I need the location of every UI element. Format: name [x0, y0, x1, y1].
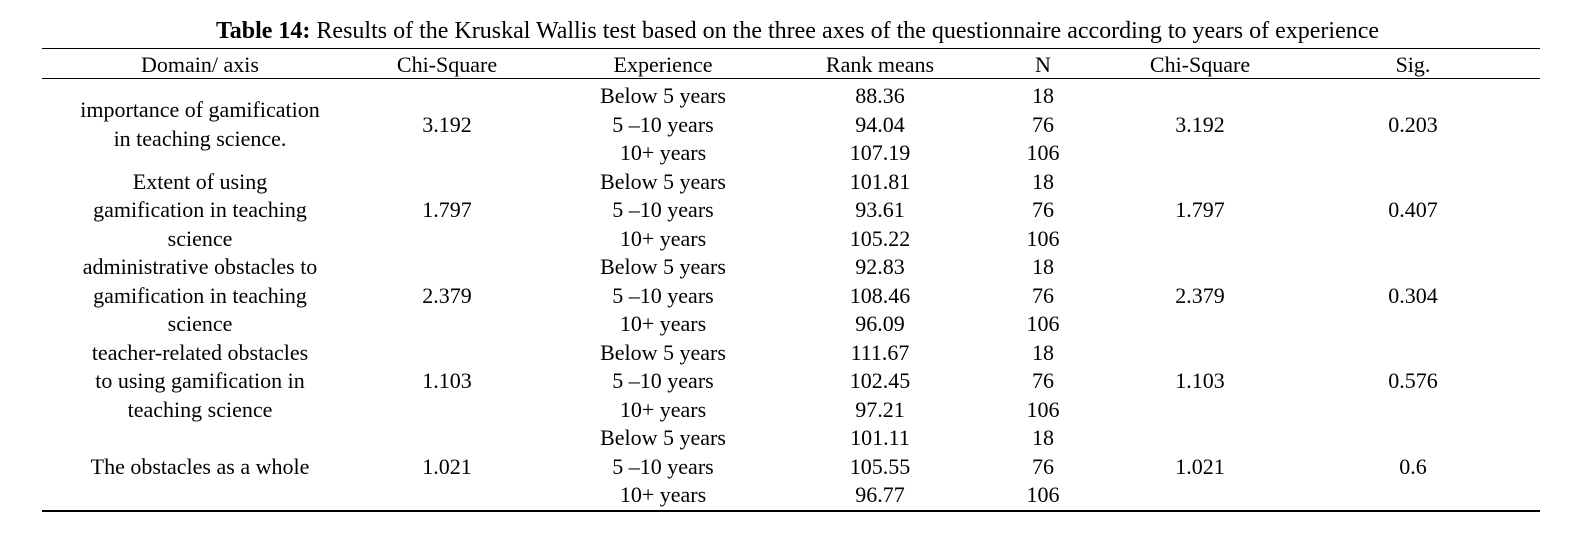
n-count: 106: [1026, 482, 1060, 507]
domain-line: teacher-related obstacles: [91, 339, 309, 365]
rank-mean: 96.77: [855, 482, 905, 507]
domain-line: The obstacles as a whole: [90, 453, 310, 479]
experience: Below 5 years: [600, 254, 726, 279]
experience: 10+ years: [619, 311, 707, 336]
experience: Below 5 years: [600, 83, 726, 108]
experience: Below 5 years: [600, 425, 726, 450]
domain-line: Extent of using: [132, 168, 268, 194]
chi-square: 2.379: [1175, 282, 1225, 308]
chi-square: 1.797: [1175, 197, 1225, 222]
n-count: 76: [1032, 197, 1054, 222]
header-cell: Chi-Square: [396, 52, 498, 77]
header-cell: Sig.: [1395, 52, 1431, 77]
header-cell: Chi-Square: [1149, 52, 1251, 77]
n-count: 76: [1032, 111, 1054, 137]
rank-mean: 94.04: [855, 111, 905, 137]
header-rule: [42, 78, 1540, 79]
n-count: 18: [1032, 425, 1054, 450]
rank-mean: 93.61: [855, 197, 905, 222]
experience: Below 5 years: [600, 339, 726, 365]
title-text: Results of the Kruskal Wallis test based…: [316, 18, 1380, 44]
rank-mean: 105.22: [849, 225, 911, 251]
domain-line: to using gamification in: [95, 368, 305, 393]
experience: 5 –10 years: [612, 453, 714, 479]
domain-line: teaching science: [127, 396, 273, 422]
rank-mean: 101.81: [849, 168, 911, 194]
bottom-rule: [42, 510, 1540, 512]
domain-line: gamification in teaching: [93, 197, 307, 222]
significance: 0.576: [1388, 368, 1438, 393]
rank-mean: 96.09: [855, 311, 905, 336]
domain-line: administrative obstacles to: [82, 254, 318, 279]
header-cell: Domain/ axis: [141, 52, 259, 77]
domain-line: science: [167, 225, 233, 251]
chi-square: 1.021: [1175, 453, 1225, 479]
significance: 0.203: [1388, 111, 1438, 137]
experience: 5 –10 years: [612, 111, 714, 137]
experience: 10+ years: [619, 396, 707, 422]
top-rule: [42, 48, 1540, 49]
experience: 10+ years: [619, 140, 707, 165]
table-title: Table 14: Results of the Kruskal Wallis …: [0, 18, 1595, 45]
rank-mean: 97.21: [855, 396, 905, 422]
n-count: 76: [1032, 282, 1054, 308]
n-count: 18: [1032, 168, 1054, 194]
rank-mean: 88.36: [855, 83, 905, 108]
domain-line: gamification in teaching: [93, 282, 307, 308]
significance: 0.6: [1399, 453, 1427, 479]
n-count: 106: [1026, 311, 1060, 336]
n-count: 18: [1032, 254, 1054, 279]
chi-square: 3.192: [1175, 111, 1225, 137]
experience: 10+ years: [619, 225, 707, 251]
significance: 0.407: [1388, 197, 1438, 222]
chi-square: 1.103: [422, 368, 472, 393]
experience: 5 –10 years: [612, 368, 714, 393]
header-cell: Rank means: [825, 52, 935, 77]
chi-square: 1.797: [422, 197, 472, 222]
n-count: 106: [1026, 140, 1060, 165]
header-cell: N: [1035, 52, 1051, 77]
rank-mean: 101.11: [850, 425, 910, 450]
n-count: 76: [1032, 453, 1054, 479]
chi-square: 3.192: [422, 111, 472, 137]
chi-square: 1.021: [422, 453, 472, 479]
rank-mean: 102.45: [849, 368, 911, 393]
n-count: 18: [1032, 339, 1054, 365]
experience: Below 5 years: [600, 168, 726, 194]
rank-mean: 108.46: [849, 282, 911, 308]
title-label: Table 14:: [215, 18, 311, 44]
n-count: 76: [1032, 368, 1054, 393]
domain-line: science: [167, 311, 233, 336]
rank-mean: 105.55: [849, 453, 911, 479]
n-count: 106: [1026, 225, 1060, 251]
experience: 5 –10 years: [612, 197, 714, 222]
experience: 10+ years: [619, 482, 707, 507]
chi-square: 2.379: [422, 282, 472, 308]
significance: 0.304: [1388, 282, 1438, 308]
header-cell: Experience: [613, 52, 713, 77]
n-count: 18: [1032, 83, 1054, 108]
experience: 5 –10 years: [612, 282, 714, 308]
rank-mean: 92.83: [855, 254, 905, 279]
rank-mean: 107.19: [849, 140, 911, 165]
domain-line: importance of gamification: [80, 97, 320, 123]
chi-square: 1.103: [1175, 368, 1225, 393]
rank-mean: 111.67: [850, 339, 910, 365]
domain-line: in teaching science.: [113, 125, 287, 151]
n-count: 106: [1026, 396, 1060, 422]
